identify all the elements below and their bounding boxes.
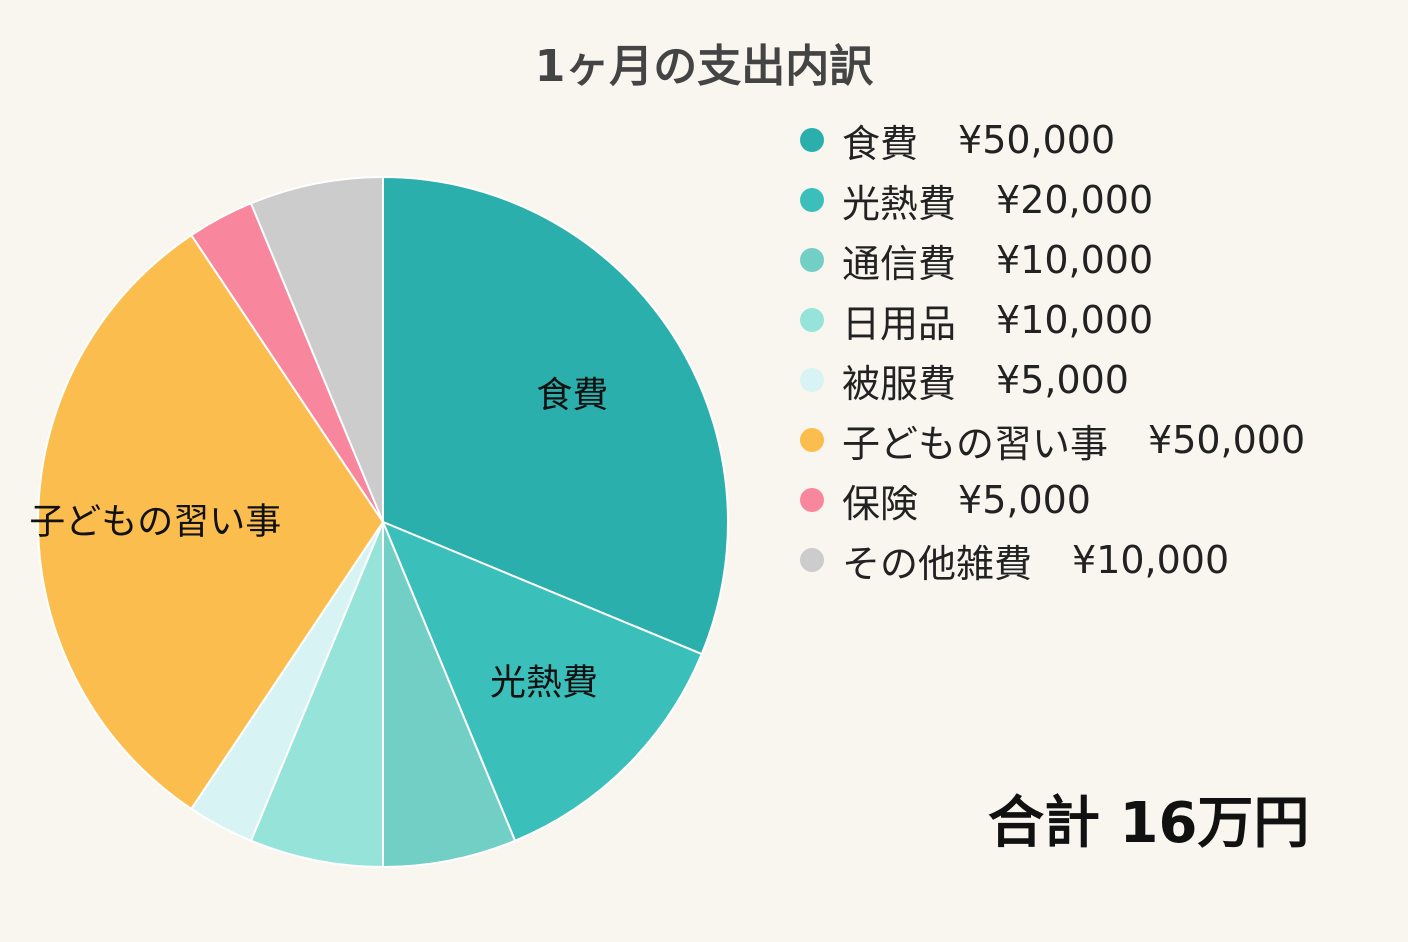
legend-item-5: 子どもの習い事 ¥50,000 <box>800 410 1305 470</box>
total-amount: 合計 16万円 <box>988 791 1310 856</box>
legend-item-7: その他雑費 ¥10,000 <box>800 530 1305 590</box>
legend-item-6: 保険 ¥5,000 <box>800 470 1305 530</box>
legend-value-6: ¥5,000 <box>958 478 1091 522</box>
legend-swatch-1 <box>800 188 824 212</box>
legend-swatch-0 <box>800 128 824 152</box>
pie-slice-0 <box>382 175 729 656</box>
legend-label-3: 日用品 <box>842 301 957 346</box>
pie-slice-7 <box>249 175 384 523</box>
legend-swatch-2 <box>800 248 824 272</box>
legend-swatch-4 <box>800 368 824 392</box>
pie-slice-2 <box>382 521 517 869</box>
legend-swatch-3 <box>800 308 824 332</box>
legend-item-2: 通信費 ¥10,000 <box>800 230 1305 290</box>
pie-slice-1 <box>381 520 704 843</box>
legend-value-0: ¥50,000 <box>958 118 1116 162</box>
legend-item-3: 日用品 ¥10,000 <box>800 290 1305 350</box>
legend-item-4: 被服費 ¥5,000 <box>800 350 1305 410</box>
legend-label-5: 子どもの習い事 <box>842 421 1109 466</box>
chart-title: 1ヶ月の支出内訳 <box>534 41 874 92</box>
legend-label-0: 食費 <box>842 121 919 166</box>
legend-value-1: ¥20,000 <box>996 178 1154 222</box>
slice-label-5: 子どもの習い事 <box>29 502 281 543</box>
pie-slice-3 <box>249 521 384 869</box>
legend-swatch-5 <box>800 428 824 452</box>
legend-value-5: ¥50,000 <box>1148 418 1306 462</box>
legend-value-3: ¥10,000 <box>996 298 1154 342</box>
legend-item-0: 食費 ¥50,000 <box>800 110 1305 170</box>
slice-label-1: 光熱費 <box>490 663 598 704</box>
legend-swatch-7 <box>800 548 824 572</box>
pie-slice-5 <box>37 233 385 811</box>
legend-label-4: 被服費 <box>842 361 957 406</box>
legend-label-2: 通信費 <box>842 241 957 286</box>
legend-label-1: 光熱費 <box>842 181 957 226</box>
legend-value-4: ¥5,000 <box>996 358 1129 402</box>
legend-swatch-6 <box>800 488 824 512</box>
chart-legend: 食費 ¥50,000 光熱費 ¥20,000 通信費 ¥10,000 日用品 ¥10,000 被… <box>800 110 1305 590</box>
legend-label-6: 保険 <box>842 481 919 526</box>
legend-label-7: その他雑費 <box>842 541 1033 586</box>
legend-value-2: ¥10,000 <box>996 238 1154 282</box>
slice-label-0: 食費 <box>536 375 608 416</box>
legend-item-1: 光熱費 ¥20,000 <box>800 170 1305 230</box>
legend-value-7: ¥10,000 <box>1072 538 1230 582</box>
